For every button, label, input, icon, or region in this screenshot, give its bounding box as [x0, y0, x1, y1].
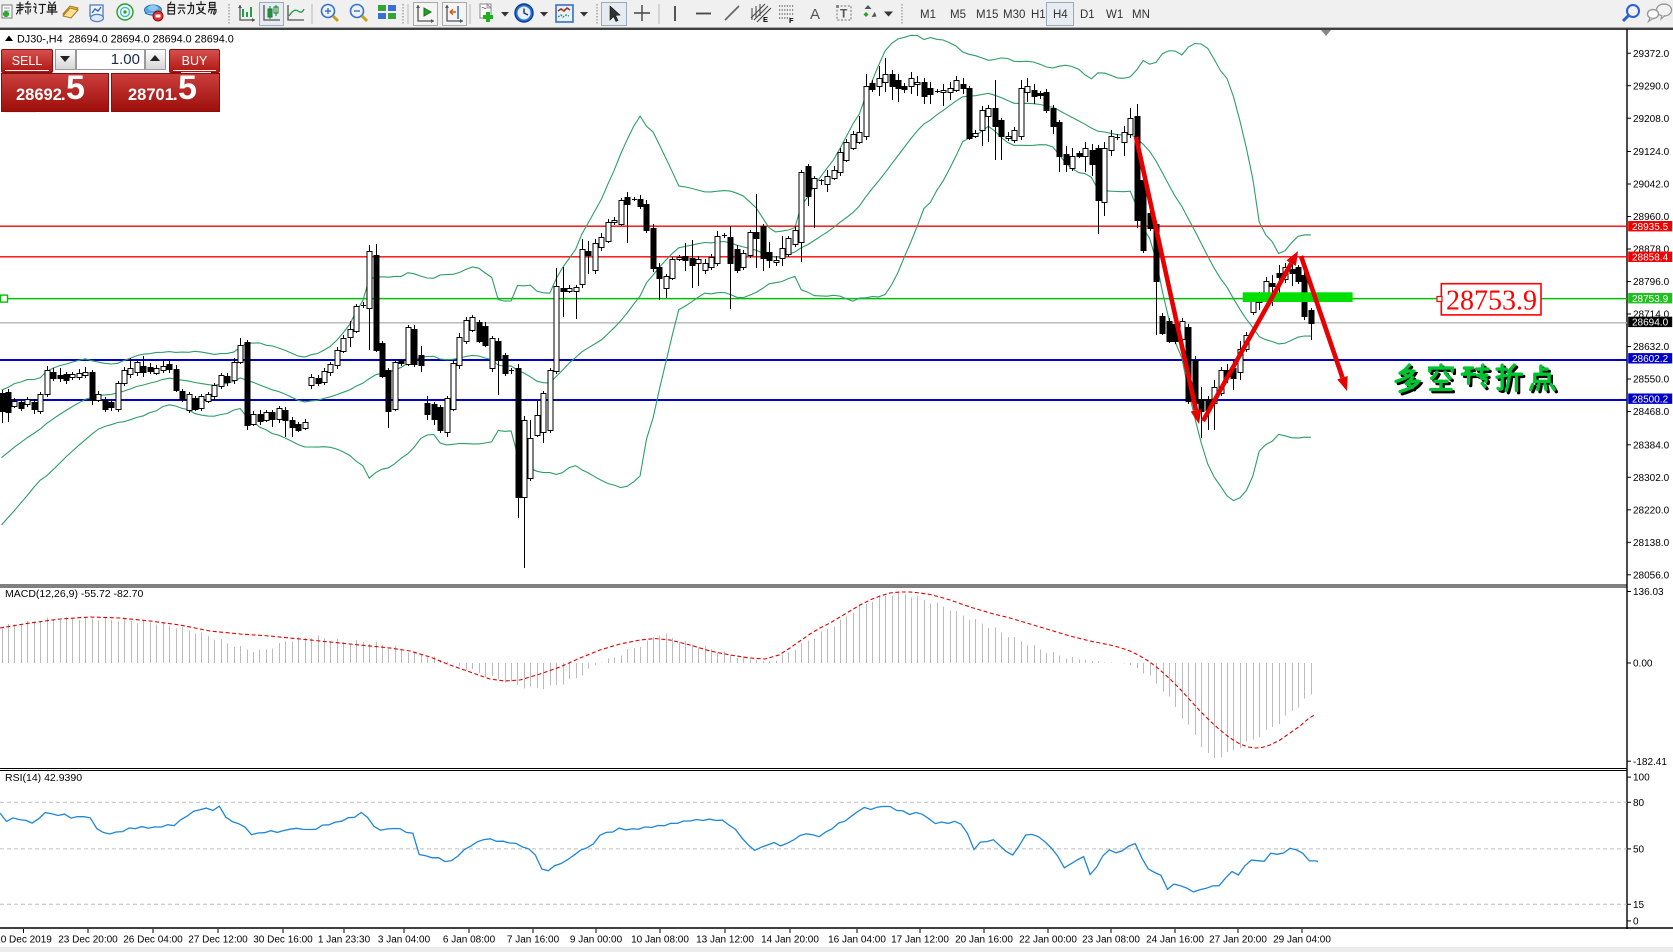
svg-text:30 Dec 16:00: 30 Dec 16:00	[253, 935, 313, 946]
svg-text:1 Jan 23:30: 1 Jan 23:30	[318, 935, 371, 946]
svg-text:28384.0: 28384.0	[1633, 440, 1670, 451]
svg-text:23 Dec 20:00: 23 Dec 20:00	[58, 935, 118, 946]
svg-text:7 Jan 16:00: 7 Jan 16:00	[507, 935, 560, 946]
svg-text:28602.2: 28602.2	[1632, 354, 1669, 365]
svg-text:28753.9: 28753.9	[1446, 286, 1537, 317]
svg-text:28056.0: 28056.0	[1633, 570, 1670, 581]
svg-text:13 Jan 12:00: 13 Jan 12:00	[696, 935, 754, 946]
svg-text:80: 80	[1633, 798, 1645, 809]
svg-text:10 Jan 08:00: 10 Jan 08:00	[631, 935, 689, 946]
svg-text:A: A	[810, 6, 820, 23]
svg-text:W1: W1	[1106, 9, 1123, 21]
svg-text:23 Jan 08:00: 23 Jan 08:00	[1082, 935, 1140, 946]
svg-text:0: 0	[1633, 917, 1639, 928]
svg-text:28796.0: 28796.0	[1633, 277, 1670, 288]
svg-text:100: 100	[1633, 773, 1650, 784]
svg-text:29 Jan 04:00: 29 Jan 04:00	[1273, 935, 1331, 946]
svg-text:28468.0: 28468.0	[1633, 407, 1670, 418]
svg-text:27 Dec 12:00: 27 Dec 12:00	[188, 935, 248, 946]
svg-text:20 Jan 16:00: 20 Jan 16:00	[955, 935, 1013, 946]
svg-text:28500.2: 28500.2	[1632, 394, 1669, 405]
svg-text:28220.0: 28220.0	[1633, 505, 1670, 516]
svg-text:28550.0: 28550.0	[1633, 375, 1670, 386]
svg-text:MN: MN	[1132, 9, 1150, 21]
svg-text:D1: D1	[1080, 9, 1095, 21]
svg-text:28138.0: 28138.0	[1633, 538, 1670, 549]
svg-text:M15: M15	[976, 9, 998, 21]
svg-text:27 Jan 20:00: 27 Jan 20:00	[1209, 935, 1267, 946]
svg-text:H4: H4	[1053, 9, 1068, 21]
svg-text:29042.0: 29042.0	[1633, 180, 1670, 191]
svg-text:28960.0: 28960.0	[1633, 212, 1670, 223]
svg-text:28858.4: 28858.4	[1632, 252, 1669, 263]
svg-text:28302.0: 28302.0	[1633, 473, 1670, 484]
svg-text:T: T	[840, 7, 848, 21]
svg-text:16 Jan 04:00: 16 Jan 04:00	[828, 935, 886, 946]
svg-text:15: 15	[1633, 900, 1645, 911]
svg-text:20 Dec 2019: 20 Dec 2019	[0, 935, 52, 946]
svg-text:29290.0: 29290.0	[1633, 81, 1670, 92]
svg-text:MACD(12,26,9) -55.72 -82.70: MACD(12,26,9) -55.72 -82.70	[5, 588, 143, 600]
svg-text:F: F	[789, 16, 794, 25]
svg-text:28632.0: 28632.0	[1633, 342, 1670, 353]
svg-text:9 Jan 00:00: 9 Jan 00:00	[570, 935, 623, 946]
svg-text:29124.0: 29124.0	[1633, 147, 1670, 158]
svg-text:24 Jan 16:00: 24 Jan 16:00	[1146, 935, 1204, 946]
svg-text:28935.5: 28935.5	[1632, 222, 1669, 233]
svg-text:22 Jan 00:00: 22 Jan 00:00	[1019, 935, 1077, 946]
svg-text:28694.0: 28694.0	[1632, 318, 1669, 329]
svg-text:E: E	[763, 15, 768, 24]
svg-text:M30: M30	[1003, 9, 1025, 21]
svg-text:136.03: 136.03	[1633, 587, 1664, 598]
svg-text:28714.0: 28714.0	[1633, 310, 1670, 321]
svg-text:14 Jan 20:00: 14 Jan 20:00	[761, 935, 819, 946]
svg-text:0.00: 0.00	[1633, 659, 1653, 670]
svg-text:29372.0: 29372.0	[1633, 49, 1670, 60]
svg-text:29208.0: 29208.0	[1633, 114, 1670, 125]
svg-text:RSI(14) 42.9390: RSI(14) 42.9390	[5, 772, 82, 784]
svg-text:28753.9: 28753.9	[1632, 294, 1669, 305]
svg-text:3 Jan 04:00: 3 Jan 04:00	[378, 935, 431, 946]
svg-text:26 Dec 04:00: 26 Dec 04:00	[123, 935, 183, 946]
svg-text:-182.41: -182.41	[1633, 757, 1667, 768]
svg-text:M5: M5	[950, 9, 966, 21]
svg-text:M1: M1	[920, 9, 936, 21]
svg-text:50: 50	[1633, 845, 1645, 856]
svg-text:28878.0: 28878.0	[1633, 245, 1670, 256]
svg-text:DJ30-,H4 28694.0 28694.0 2869: DJ30-,H4 28694.0 28694.0 28694.0 28694.0	[17, 34, 234, 46]
svg-text:17 Jan 12:00: 17 Jan 12:00	[891, 935, 949, 946]
svg-text:H1: H1	[1031, 9, 1046, 21]
svg-text:6 Jan 08:00: 6 Jan 08:00	[443, 935, 496, 946]
